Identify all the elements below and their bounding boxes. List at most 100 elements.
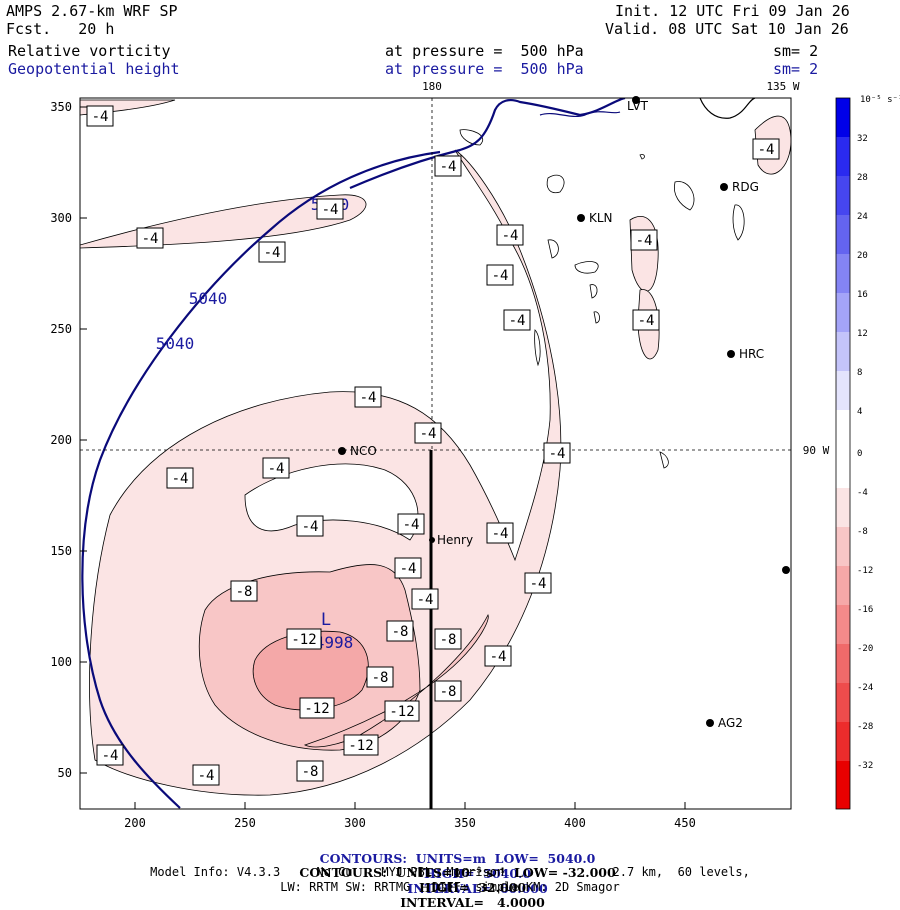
- colorbar-label: 0: [857, 449, 862, 459]
- colorbar-frame: [835, 97, 851, 810]
- vorticity-labels: -4 -4 -4 -4 -4 -4 -4 -4 -4 -4 -4 -4 -4 -4 -4 -4 -4 -4 -4 -4…: [86, 105, 780, 786]
- x-tick-label: 400: [564, 816, 586, 830]
- colorbar-units: 10⁻⁵ s⁻¹: [860, 95, 900, 105]
- vorticity-label: -4: [417, 592, 434, 608]
- vorticity-label: -4: [636, 233, 653, 249]
- x-tick-label: 250: [234, 816, 256, 830]
- vorticity-label: -8: [392, 624, 409, 640]
- vorticity-label: -12: [348, 738, 373, 754]
- vorticity-label-box: [543, 442, 571, 464]
- colorbar: 10⁻⁵ s⁻¹ 32 28 24 20 16 12 8 4 0 -4 -8 -…: [835, 95, 900, 810]
- field1-name: Relative vorticity: [8, 42, 171, 60]
- vorticity-label-box: [434, 155, 462, 177]
- footer-height-contours: CONTOURS: UNITS=m LOW= 5040.0: [319, 851, 596, 866]
- colorbar-swatch: [836, 293, 850, 332]
- vorticity-label: -4: [322, 202, 339, 218]
- station-label: AG2: [718, 716, 743, 730]
- low-center-value: 4998: [315, 633, 354, 652]
- footer-physics-info: LW: RRTM SW: RRTMG DIFF: simple KM: 2D S…: [280, 880, 620, 894]
- y-tick-label: 300: [50, 211, 72, 225]
- colorbar-label: 28: [857, 173, 868, 183]
- vorticity-label-box: [299, 697, 335, 719]
- vorticity-label: -4: [268, 461, 285, 477]
- vorticity-label-box: [384, 700, 420, 722]
- colorbar-label: 12: [857, 329, 868, 339]
- height-contour-5040: [81, 150, 441, 809]
- field2-smoothing: sm= 2: [773, 60, 819, 78]
- vorticity-label: -12: [389, 704, 414, 720]
- field1-smoothing: sm= 2: [773, 42, 819, 60]
- colorbar-label: -12: [857, 566, 873, 576]
- vorticity-label-box: [503, 309, 531, 331]
- vorticity-label: -4: [360, 390, 377, 406]
- y-axis: 350 300 250 200 150 100 50: [50, 100, 87, 780]
- vorticity-label: -4: [198, 768, 215, 784]
- lon-label-135w: 135 W: [766, 80, 799, 93]
- y-tick-label: 350: [50, 100, 72, 114]
- vorticity-label: -4: [758, 142, 775, 158]
- footer-vort-contours: CONTOURS: UNITS=10⁻⁵ s⁻¹ LOW= -32.000: [299, 865, 616, 880]
- colorbar-swatch: [836, 566, 850, 605]
- colorbar-label: -32: [857, 761, 873, 771]
- vorticity-label: -4: [509, 313, 526, 329]
- vorticity-label: -8: [440, 684, 457, 700]
- zero-hole: [244, 463, 419, 541]
- station-dot: [577, 214, 585, 222]
- height-label: 5040: [156, 334, 195, 353]
- colorbar-swatch: [836, 683, 850, 722]
- coastline-east: [699, 98, 756, 119]
- colorbar-swatch: [836, 137, 850, 176]
- vorticity-label-box: [486, 522, 514, 544]
- station-dot: [782, 566, 790, 574]
- height-label: 5040: [189, 289, 228, 308]
- field2-level: at pressure = 500 hPa: [385, 60, 584, 78]
- vorticity-label-box: [524, 572, 552, 594]
- valid-time: Valid. 08 UTC Sat 10 Jan 26: [605, 20, 849, 38]
- colorbar-swatch: [836, 527, 850, 566]
- vorticity-label-box: [486, 264, 514, 286]
- vorticity-label-box: [343, 734, 379, 756]
- footer-line1: CONTOURS: UNITS=m LOW= 5040.0 HIGH= 5040…: [0, 836, 900, 896]
- field2-name: Geopotential height: [8, 60, 180, 78]
- vorticity-label-box: [136, 227, 164, 249]
- vorticity-label-box: [316, 198, 344, 220]
- colorbar-label: -28: [857, 722, 873, 732]
- station-label: LVT: [627, 99, 649, 113]
- footer-height-interval: INTERVAL= 60.000: [407, 881, 548, 896]
- coastline: [349, 98, 626, 190]
- station-dot: [338, 447, 346, 455]
- station-dot: [706, 719, 714, 727]
- low-center-marker: L: [321, 610, 331, 630]
- vorticity-label-box: [386, 620, 414, 642]
- plot-area: [80, 98, 791, 809]
- vorticity-label-box: [258, 241, 286, 263]
- footer-vort-interval: INTERVAL= 4.0000: [400, 895, 545, 910]
- colorbar-swatch: [836, 176, 850, 215]
- vorticity-label: -4: [102, 748, 119, 764]
- vorticity-label: -4: [420, 426, 437, 442]
- vorticity-label: -4: [403, 517, 420, 533]
- vorticity-label: -4: [638, 313, 655, 329]
- station-label: Henry: [437, 533, 473, 547]
- colorbar-swatch: [836, 761, 850, 809]
- station-dot: [727, 350, 735, 358]
- vorticity-label-box: [484, 645, 512, 667]
- vorticity-label-box: [632, 309, 660, 331]
- small-contours: [459, 129, 745, 469]
- forecast-hour: Fcst. 20 h: [6, 20, 115, 38]
- colorbar-swatch: [836, 644, 850, 683]
- vorticity-label-box: [96, 744, 124, 766]
- colorbar-label: -20: [857, 644, 873, 654]
- station-dot: [720, 183, 728, 191]
- colorbar-label: 32: [857, 134, 868, 144]
- vorticity-label-box: [86, 105, 114, 127]
- vorticity-label: -4: [502, 228, 519, 244]
- x-tick-label: 200: [124, 816, 146, 830]
- neg4-region-east: [629, 216, 659, 292]
- vorticity-label: -4: [492, 526, 509, 542]
- colorbar-swatch: [836, 605, 850, 644]
- x-axis: 200 250 300 350 400 450: [124, 802, 696, 830]
- colorbar-swatch: [836, 98, 850, 137]
- y-tick-label: 200: [50, 433, 72, 447]
- vorticity-label: -4: [92, 109, 109, 125]
